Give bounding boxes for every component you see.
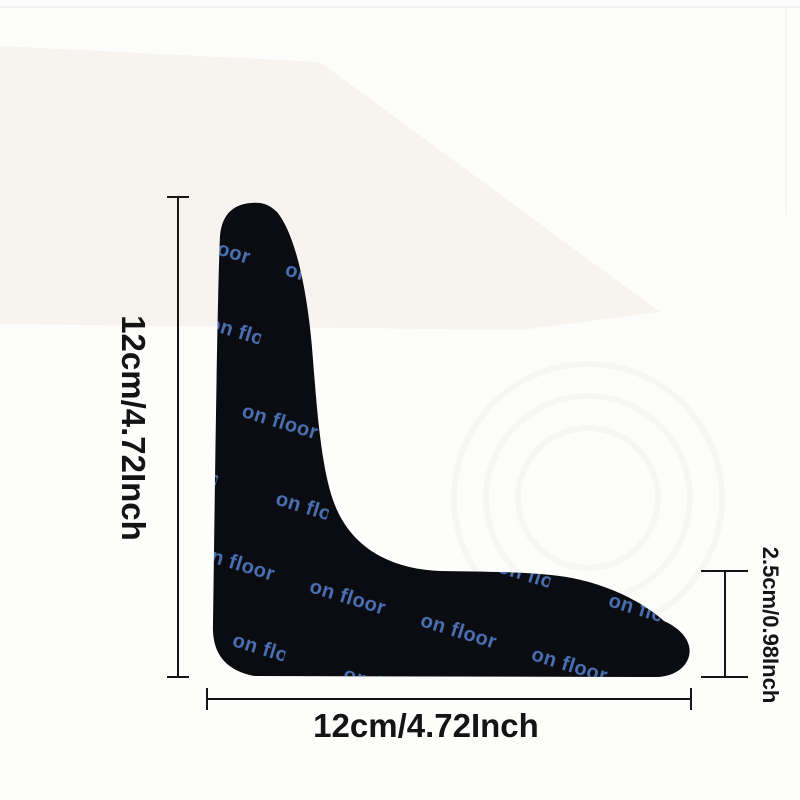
corner-pad-pattern-overlay xyxy=(212,202,690,677)
dimension-lines xyxy=(167,196,748,710)
width-dimension-label: 12cm/4.72Inch xyxy=(313,707,539,744)
faint-watermark-texture xyxy=(0,46,660,330)
watermark-ring xyxy=(515,425,661,571)
thickness-dimension-label: 2.5cm/0.98Inch xyxy=(758,546,783,704)
height-dimension-label: 12cm/4.72Inch xyxy=(115,315,152,541)
